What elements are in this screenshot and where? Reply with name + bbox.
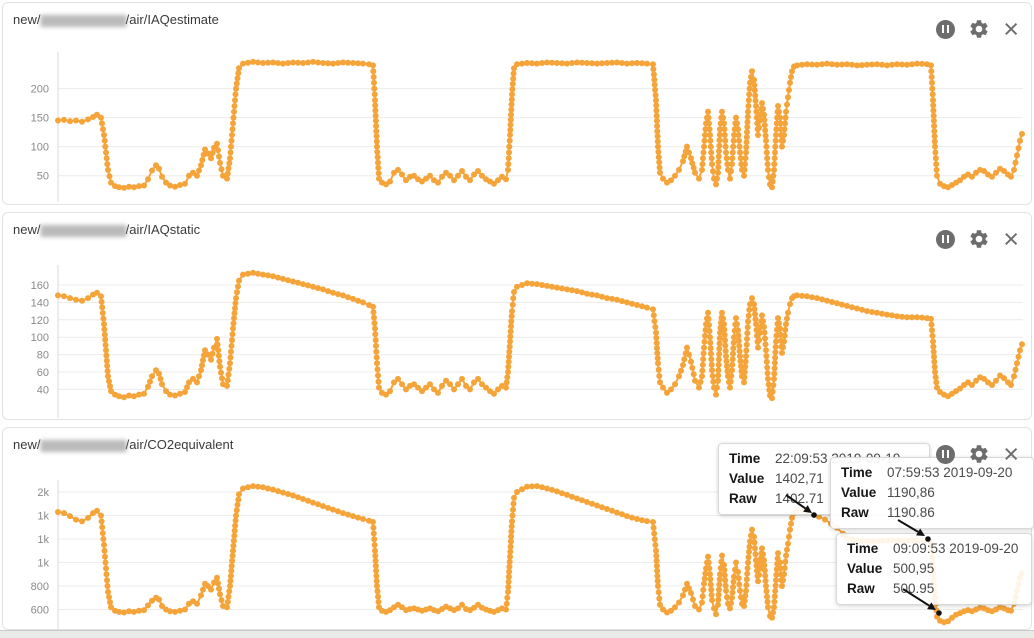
pause-icon[interactable] <box>936 229 956 249</box>
tooltip-time-row: Time 07:59:53 2019-09-20 <box>841 465 1013 480</box>
svg-text:200: 200 <box>31 84 49 96</box>
tooltip-1190: Time 07:59:53 2019-09-20 Value 1190,86 Raw… <box>830 457 1034 529</box>
bottom-panel-edge <box>0 630 1034 638</box>
close-icon[interactable]: × <box>1003 439 1019 469</box>
svg-text:80: 80 <box>37 350 49 362</box>
tooltip-500: Time 09:09:53 2019-09-20 Value 500,95 Raw 5… <box>836 533 1032 605</box>
tooltip-value-row: Value 1402,71 <box>729 471 824 486</box>
title-suffix: /air/IAQestimate <box>125 12 219 27</box>
svg-text:120: 120 <box>31 315 49 327</box>
chart-canvas-iaqstatic[interactable]: 160 140 120 100 80 60 40 <box>1 212 1034 420</box>
svg-text:800: 800 <box>31 581 49 593</box>
panel-toolbar: × <box>936 224 1019 254</box>
panel-toolbar: × <box>936 14 1019 44</box>
svg-text:40: 40 <box>37 384 49 396</box>
chart-title: new/██████████████/air/IAQstatic <box>13 222 200 237</box>
pause-icon[interactable] <box>936 19 956 39</box>
close-icon[interactable]: × <box>1003 224 1019 254</box>
title-masked-segment: ██████████████ <box>40 16 126 27</box>
title-prefix: new/ <box>13 437 41 452</box>
svg-text:140: 140 <box>31 297 49 309</box>
panel-toolbar: × <box>936 439 1019 469</box>
svg-text:1k: 1k <box>37 534 49 546</box>
svg-text:160: 160 <box>31 280 49 292</box>
svg-text:1k: 1k <box>37 558 49 570</box>
chart-title: new/██████████████/air/IAQestimate <box>13 12 219 27</box>
title-masked-segment: ██████████████ <box>40 441 126 452</box>
title-suffix: /air/CO2equivalent <box>125 437 234 452</box>
gear-icon[interactable] <box>968 443 990 465</box>
pause-icon[interactable] <box>936 444 956 464</box>
svg-text:60: 60 <box>37 367 49 379</box>
tooltip-raw-row: Raw 500.95 <box>847 581 935 596</box>
gear-icon[interactable] <box>968 18 990 40</box>
title-prefix: new/ <box>13 222 41 237</box>
svg-text:50: 50 <box>37 171 49 183</box>
chart-title: new/██████████████/air/CO2equivalent <box>13 437 233 452</box>
tooltip-time-row: Time 09:09:53 2019-09-20 <box>847 541 1019 556</box>
svg-text:100: 100 <box>31 332 49 344</box>
tooltip-value-row: Value 500,95 <box>847 561 935 576</box>
title-masked-segment: ██████████████ <box>40 226 126 237</box>
title-suffix: /air/IAQstatic <box>125 222 201 237</box>
close-icon[interactable]: × <box>1003 14 1019 44</box>
tooltip-value-row: Value 1190,86 <box>841 485 935 500</box>
chart-canvas-iaqestimate[interactable]: 200 150 100 50 <box>1 2 1034 205</box>
chart-panel-iaqstatic: new/██████████████/air/IAQstatic × 160 14… <box>2 212 1032 420</box>
svg-text:600: 600 <box>31 605 49 617</box>
tooltip-raw-row: Raw 1190.86 <box>841 505 935 520</box>
svg-text:1k: 1k <box>37 511 49 523</box>
svg-text:100: 100 <box>31 142 49 154</box>
title-prefix: new/ <box>13 12 41 27</box>
svg-text:150: 150 <box>31 113 49 125</box>
svg-text:2k: 2k <box>37 487 49 499</box>
chart-panel-iaqestimate: new/██████████████/air/IAQestimate × 200… <box>2 2 1032 205</box>
gear-icon[interactable] <box>968 228 990 250</box>
